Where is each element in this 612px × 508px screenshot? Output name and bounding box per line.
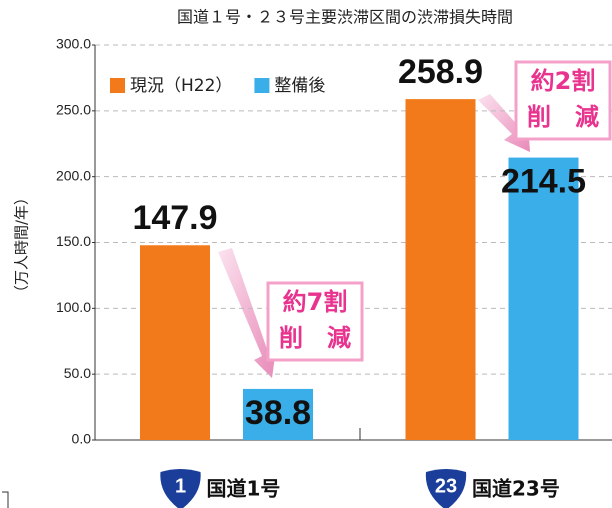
y-tick-label: 300.0 — [56, 36, 91, 52]
legend-label: 整備後 — [274, 76, 325, 96]
value-label: 147.9 — [132, 199, 217, 237]
bar — [405, 99, 476, 441]
route-badge: 23 — [425, 469, 467, 508]
annotation-text: 削 減 — [279, 324, 351, 352]
badge-number: 1 — [175, 475, 186, 497]
shield — [160, 469, 201, 508]
x-tick-label: 国道1号 — [207, 477, 281, 501]
legend-swatch — [110, 78, 125, 93]
value-label: 258.9 — [398, 53, 483, 91]
badge-number: 23 — [435, 475, 457, 497]
annotation-box — [514, 60, 612, 141]
legend-swatch — [254, 78, 270, 93]
bar — [508, 157, 579, 440]
legend-label: 現況（H22） — [130, 76, 232, 96]
annotation-box — [266, 281, 364, 362]
annotation-text: 約7割 — [283, 288, 348, 316]
arrow — [218, 248, 276, 378]
y-axis-label: （万人時間/年） — [13, 190, 31, 300]
frame-corner — [2, 491, 9, 508]
value-label: 38.8 — [245, 394, 311, 432]
value-label: 214.5 — [501, 163, 586, 201]
y-tick-label: 200.0 — [56, 167, 91, 183]
y-tick-label: 100.0 — [56, 299, 91, 315]
bar — [243, 388, 313, 440]
y-tick-label: 150.0 — [56, 233, 91, 249]
shield — [425, 469, 467, 508]
y-tick-label: 0.0 — [72, 431, 92, 447]
bar — [140, 245, 210, 440]
y-tick-label: 50.0 — [64, 365, 91, 381]
route-badge: 1 — [160, 469, 201, 508]
chart-title: 国道１号・２３号主要渋滞区間の渋滞損失時間 — [177, 8, 513, 27]
annotation-text: 約2割 — [531, 67, 596, 95]
y-tick-label: 250.0 — [56, 102, 91, 118]
x-tick-label: 国道23号 — [472, 477, 560, 501]
annotation-text: 削 減 — [527, 103, 599, 131]
